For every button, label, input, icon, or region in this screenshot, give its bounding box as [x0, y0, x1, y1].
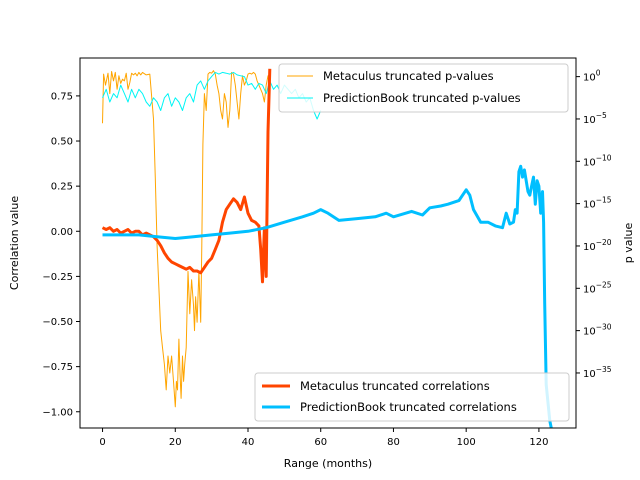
y-axis-right: 100 10−5 10−10 10−15 10−20 10−25 10−30 10−35	[576, 69, 612, 380]
y2-tick-label: 10−10	[583, 153, 612, 168]
legend-label-predictionbook-correlations: PredictionBook truncated correlations	[300, 400, 517, 414]
legend-label-metaculus-pvalues: Metaculus truncated p-values	[323, 69, 494, 83]
y-tick-label: 0.50	[51, 137, 73, 148]
series-line-3	[101, 68, 272, 284]
x-tick-label: 40	[242, 437, 255, 448]
x-axis: 0 20 40 60 80 100 120	[99, 428, 548, 448]
y-tick-label: −1.00	[42, 407, 73, 418]
x-tick-label: 20	[169, 437, 182, 448]
y-axis-label: Correlation value	[8, 196, 21, 290]
x-tick-label: 0	[99, 437, 105, 448]
x-tick-label: 80	[387, 437, 400, 448]
x-tick-label: 60	[314, 437, 327, 448]
y-tick-label: −0.25	[42, 272, 73, 283]
y-tick-label: 0.75	[51, 91, 73, 102]
y-tick-label: −0.50	[42, 317, 73, 328]
legend-correlations: Metaculus truncated correlations Predict…	[254, 372, 570, 422]
series-line-1	[102, 70, 271, 408]
y-tick-label: 0.25	[51, 182, 73, 193]
y-axis-left: 0.75 0.50 0.25 0.00 −0.25 −0.50 −0.75 −1.00	[42, 91, 80, 418]
legend-label-predictionbook-pvalues: PredictionBook truncated p-values	[323, 91, 521, 105]
x-tick-label: 120	[529, 437, 548, 448]
y2-tick-label: 10−20	[583, 238, 612, 253]
y2-tick-label: 10−15	[583, 196, 612, 211]
y2-tick-label: 10−35	[583, 365, 612, 380]
y2-tick-label: 100	[583, 69, 601, 84]
x-axis-label: Range (months)	[284, 457, 372, 470]
y2-axis-label: p value	[622, 223, 635, 264]
y2-tick-label: 10−30	[583, 323, 612, 338]
series-line-4	[102, 164, 553, 428]
series-layer	[101, 68, 553, 428]
y2-tick-label: 10−5	[583, 111, 607, 126]
y2-tick-label: 10−25	[583, 280, 612, 295]
y-tick-label: −0.75	[42, 362, 73, 373]
plot-frame	[79, 57, 577, 429]
legend-pvalues: Metaculus truncated p-values PredictionB…	[278, 63, 569, 113]
legend-label-metaculus-correlations: Metaculus truncated correlations	[300, 379, 490, 393]
y-tick-label: 0.00	[51, 227, 73, 238]
x-tick-label: 100	[457, 437, 476, 448]
